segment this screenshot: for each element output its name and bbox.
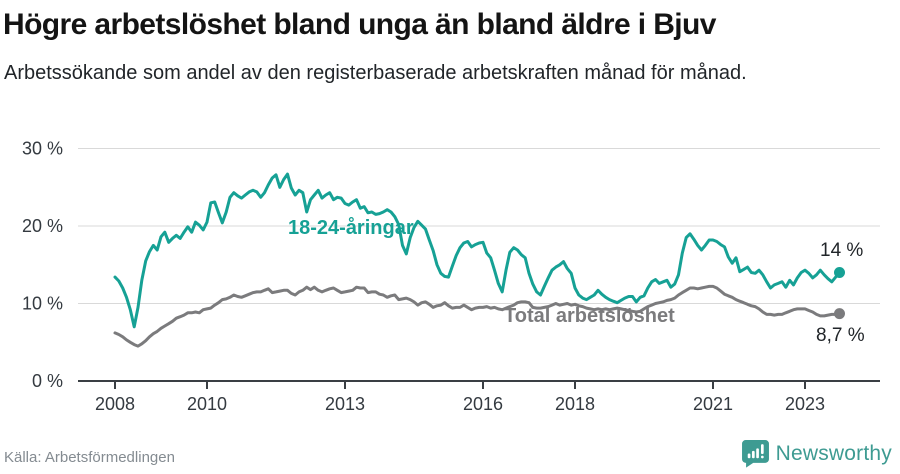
source-note: Källa: Arbetsförmedlingen	[4, 449, 175, 466]
x-axis-tick-label: 2010	[187, 394, 227, 414]
x-axis-tick-label: 2018	[555, 394, 595, 414]
x-axis-tick-label: 2008	[95, 394, 135, 414]
page-title: Högre arbetslöshet bland unga än bland ä…	[3, 8, 716, 41]
series-end-dot-0	[834, 267, 845, 278]
y-axis-tick-label: 20 %	[22, 216, 63, 236]
line-chart: 30 % 20 % 10 % 0 % 2008 2010 2013 2016 2018 2021 2…	[0, 130, 900, 430]
series-end-dot-1	[834, 308, 845, 320]
x-axis-tick-label: 2021	[693, 394, 733, 414]
y-axis-tick-label: 10 %	[22, 294, 63, 314]
series-label-1: Total arbetslöshet	[504, 305, 675, 327]
brand-wordmark: Newsworthy	[775, 441, 892, 465]
series-label-0: 18-24-åringar	[288, 216, 414, 239]
y-axis-tick-label: 0 %	[32, 371, 63, 391]
y-axis-tick-label: 30 %	[22, 139, 63, 159]
x-axis-tick-label: 2013	[325, 394, 365, 414]
line-chart-canvas: 30 % 20 % 10 % 0 % 2008 2010 2013 2016 2018 2021 2…	[22, 139, 880, 414]
x-axis-tick-label: 2016	[463, 394, 503, 414]
series-line-1	[113, 284, 841, 348]
series-line-0	[113, 172, 841, 329]
series-end-value-1: 8,7 %	[816, 325, 865, 346]
series-end-value-0: 14 %	[820, 240, 863, 261]
x-axis-tick-label: 2023	[785, 394, 825, 414]
speech-bubble-bar-chart-icon	[741, 440, 769, 468]
page-subtitle: Arbetssökande som andel av den registerb…	[4, 62, 747, 84]
newsworthy-logo: Newsworthy	[741, 439, 892, 468]
footer: Källa: Arbetsförmedlingen Newsworthy	[0, 430, 900, 474]
